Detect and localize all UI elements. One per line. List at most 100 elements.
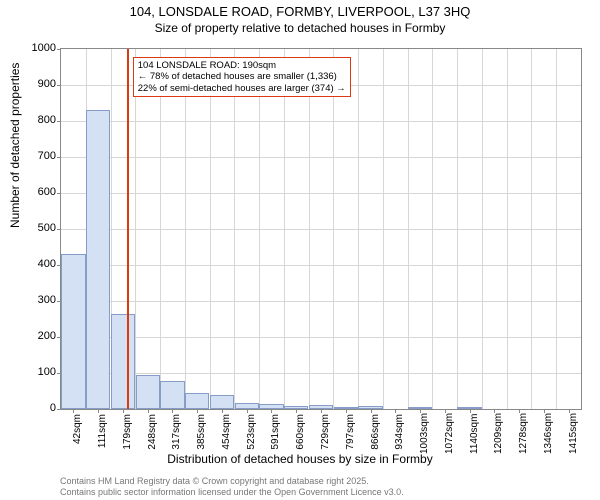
gridline-h — [61, 265, 581, 266]
gridline-v — [432, 49, 433, 409]
ytick-label: 1000 — [32, 42, 56, 54]
gridline-v — [507, 49, 508, 409]
bar — [457, 407, 481, 409]
y-axis-label: Number of detached properties — [8, 63, 22, 228]
xtick-label: 591sqm — [270, 414, 281, 454]
annotation-line: 22% of semi-detached houses are larger (… — [138, 83, 346, 94]
gridline-v — [284, 49, 285, 409]
xtick-label: 317sqm — [171, 414, 182, 454]
bar — [259, 404, 283, 409]
gridline-v — [160, 49, 161, 409]
xtick-label: 179sqm — [122, 414, 133, 454]
gridline-v — [408, 49, 409, 409]
gridline-v — [309, 49, 310, 409]
footer-line-1: Contains HM Land Registry data © Crown c… — [60, 476, 404, 487]
title-line-1: 104, LONSDALE ROAD, FORMBY, LIVERPOOL, L… — [0, 4, 600, 21]
reference-line — [127, 49, 129, 409]
bar — [358, 406, 382, 409]
ytick-mark — [57, 49, 61, 50]
xtick-mark — [123, 409, 124, 413]
annotation-line: ← 78% of detached houses are smaller (1,… — [138, 71, 346, 82]
gridline-v — [482, 49, 483, 409]
ytick-mark — [57, 157, 61, 158]
ytick-mark — [57, 85, 61, 86]
bar — [61, 254, 85, 409]
ytick-label: 300 — [38, 294, 56, 306]
xtick-label: 1072sqm — [444, 414, 455, 454]
xtick-mark — [271, 409, 272, 413]
annotation-box: 104 LONSDALE ROAD: 190sqm← 78% of detach… — [133, 57, 351, 97]
bar — [136, 375, 160, 409]
xtick-mark — [148, 409, 149, 413]
bar — [210, 395, 234, 409]
xtick-label: 1209sqm — [493, 414, 504, 454]
ytick-mark — [57, 409, 61, 410]
ytick-label: 700 — [38, 150, 56, 162]
xtick-label: 934sqm — [394, 414, 405, 454]
xtick-label: 42sqm — [72, 414, 83, 454]
gridline-h — [61, 193, 581, 194]
footer-attribution: Contains HM Land Registry data © Crown c… — [60, 476, 404, 498]
gridline-h — [61, 121, 581, 122]
ytick-label: 100 — [38, 366, 56, 378]
bar — [86, 110, 110, 409]
ytick-label: 0 — [50, 402, 56, 414]
xtick-label: 1415sqm — [568, 414, 579, 454]
xtick-label: 111sqm — [97, 414, 108, 454]
xtick-label: 729sqm — [320, 414, 331, 454]
xtick-label: 454sqm — [221, 414, 232, 454]
xtick-label: 1346sqm — [543, 414, 554, 454]
gridline-v — [457, 49, 458, 409]
ytick-mark — [57, 121, 61, 122]
bar — [408, 407, 432, 409]
xtick-label: 385sqm — [196, 414, 207, 454]
ytick-mark — [57, 229, 61, 230]
gridline-v — [259, 49, 260, 409]
gridline-h — [61, 157, 581, 158]
xtick-mark — [321, 409, 322, 413]
x-axis-label: Distribution of detached houses by size … — [0, 452, 600, 466]
ytick-label: 500 — [38, 222, 56, 234]
annotation-line: 104 LONSDALE ROAD: 190sqm — [138, 60, 346, 71]
gridline-v — [383, 49, 384, 409]
bar — [309, 405, 333, 409]
xtick-mark — [197, 409, 198, 413]
gridline-v — [531, 49, 532, 409]
gridline-v — [333, 49, 334, 409]
gridline-v — [135, 49, 136, 409]
xtick-label: 1140sqm — [469, 414, 480, 454]
xtick-mark — [371, 409, 372, 413]
xtick-label: 1278sqm — [518, 414, 529, 454]
ytick-label: 800 — [38, 114, 56, 126]
xtick-label: 523sqm — [246, 414, 257, 454]
footer-line-2: Contains public sector information licen… — [60, 487, 404, 498]
gridline-v — [210, 49, 211, 409]
xtick-mark — [222, 409, 223, 413]
bar — [334, 407, 358, 409]
xtick-label: 248sqm — [147, 414, 158, 454]
xtick-mark — [172, 409, 173, 413]
xtick-label: 866sqm — [370, 414, 381, 454]
xtick-mark — [73, 409, 74, 413]
gridline-v — [234, 49, 235, 409]
xtick-mark — [346, 409, 347, 413]
gridline-h — [61, 229, 581, 230]
bar — [111, 314, 135, 409]
ytick-mark — [57, 193, 61, 194]
xtick-mark — [296, 409, 297, 413]
xtick-label: 797sqm — [345, 414, 356, 454]
xtick-label: 1003sqm — [419, 414, 430, 454]
gridline-v — [358, 49, 359, 409]
bar — [160, 381, 184, 409]
ytick-label: 900 — [38, 78, 56, 90]
xtick-mark — [470, 409, 471, 413]
bar — [185, 393, 209, 409]
ytick-label: 400 — [38, 258, 56, 270]
gridline-v — [556, 49, 557, 409]
bar — [284, 406, 308, 409]
chart-container: 104, LONSDALE ROAD, FORMBY, LIVERPOOL, L… — [0, 0, 600, 500]
gridline-h — [61, 301, 581, 302]
plot-area: 104 LONSDALE ROAD: 190sqm← 78% of detach… — [60, 48, 582, 410]
chart-title: 104, LONSDALE ROAD, FORMBY, LIVERPOOL, L… — [0, 0, 600, 36]
xtick-label: 660sqm — [295, 414, 306, 454]
